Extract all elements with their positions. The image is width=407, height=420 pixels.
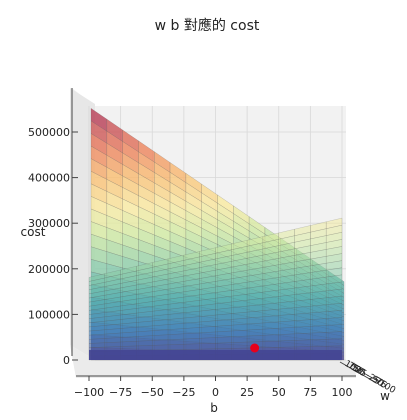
surface-patch (183, 343, 200, 350)
x-tick-label: 50 (272, 386, 286, 399)
x-axis-label: b (210, 401, 218, 415)
surface-valley (89, 350, 342, 360)
surface-patch (278, 327, 295, 335)
surface-patch (294, 326, 311, 335)
surface-patch (310, 311, 327, 320)
x-tick-label: −100 (74, 386, 104, 399)
x-tick-label: 100 (332, 386, 353, 399)
surface-patch (262, 327, 279, 336)
chart-title: w b 對應的 cost (155, 17, 260, 34)
surface-patch (199, 331, 216, 339)
w-tick-label: 0 (357, 367, 367, 379)
minimum-marker (250, 343, 260, 353)
surface-patch (136, 345, 153, 351)
z-tick-label: 300000 (28, 217, 70, 230)
x-tick-label: −50 (141, 386, 164, 399)
surface-patch (325, 331, 343, 340)
surface-patch (294, 339, 311, 348)
x-tick-label: 0 (212, 386, 219, 399)
surface-patch (262, 340, 279, 348)
surface-patch (152, 344, 169, 351)
surface-patch (294, 332, 311, 341)
surface-patch (278, 320, 295, 329)
surface-patch (246, 322, 264, 331)
surface-patch (262, 334, 279, 342)
x-ticks: −100 −75 −50 −25 0 25 50 75 100 (74, 376, 353, 399)
z-axis-label: cost (21, 225, 46, 239)
surface-patch (325, 338, 343, 347)
surface-patch (136, 340, 153, 347)
surface-patch (278, 333, 295, 342)
surface-patch (262, 321, 279, 330)
surface-patch (215, 342, 232, 350)
surface-patch (231, 329, 248, 338)
surface-patch (88, 342, 106, 348)
z-tick-label: 0 (63, 354, 70, 367)
surface-patch (246, 335, 264, 343)
surface-patch (104, 341, 121, 348)
z-tick-label: 400000 (28, 172, 70, 185)
surface-patch (199, 337, 216, 344)
surface-patch (246, 328, 264, 337)
surface-patch (215, 330, 232, 338)
surface-patch (278, 340, 295, 348)
w-axis-line (339, 361, 376, 383)
x-tick-label: −25 (172, 386, 195, 399)
surface-patch (325, 310, 343, 319)
surface-patch (152, 339, 169, 346)
surface-patch (167, 338, 185, 346)
z-ticks: 0 100000 200000 300000 400000 500000 (28, 126, 78, 367)
cost-surface (88, 107, 345, 361)
surface-patch (310, 339, 327, 347)
w-tick-label: 75 (346, 361, 361, 375)
surface-patch (325, 317, 343, 326)
x-tick-label: −75 (109, 386, 132, 399)
surface-patch (325, 324, 343, 333)
surface-patch (215, 336, 232, 344)
z-tick-label: 200000 (28, 263, 70, 276)
surface-patch (310, 325, 327, 334)
z-tick-label: 500000 (28, 126, 70, 139)
surface-patch (199, 342, 216, 350)
surface-patch (310, 318, 327, 327)
surface-patch (310, 332, 327, 341)
surface-patch (231, 341, 248, 349)
surface-patch (294, 319, 311, 328)
z-tick-label: 100000 (28, 308, 70, 321)
surface-patch (120, 340, 137, 347)
x-tick-label: 25 (240, 386, 254, 399)
floor-pane (70, 345, 356, 378)
w-axis-label: w (380, 389, 390, 403)
surface-patch (231, 335, 248, 343)
surface-patch (167, 344, 185, 351)
surface-patch (183, 332, 200, 340)
surface-patch (183, 338, 200, 345)
surface-patch (167, 333, 185, 341)
x-tick-label: 75 (303, 386, 317, 399)
w-tick-label: 25 (353, 365, 368, 379)
